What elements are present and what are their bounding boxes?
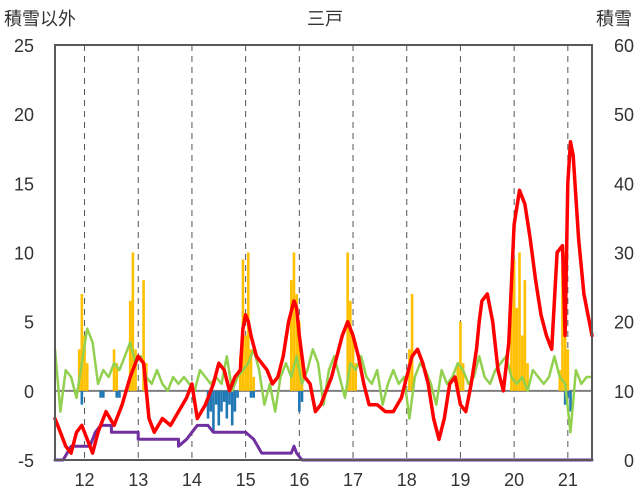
negative_bars-bar <box>569 390 572 412</box>
precipitation-bar <box>131 252 135 391</box>
y-left-tick-label: 0 <box>24 382 34 402</box>
precipitation-bar <box>354 363 358 391</box>
y-left-tick-label: 25 <box>14 36 34 56</box>
y-left-tick-labels: -5 0 5 10 15 20 25 <box>14 36 34 471</box>
negative_bars-bar <box>228 390 231 405</box>
precipitation-bar <box>566 349 570 391</box>
y-left-tick-label: 15 <box>14 174 34 194</box>
negative_bars-bar <box>225 390 229 419</box>
y-left-tick-label: -5 <box>18 451 34 471</box>
precipitation-bar <box>561 266 564 391</box>
y-right-tick-label: 0 <box>624 451 634 471</box>
precipitation-bar <box>459 321 462 391</box>
x-tick-label: 16 <box>289 470 309 490</box>
precipitation-bar <box>300 363 304 391</box>
negative_bars-bar <box>236 390 239 398</box>
precipitation-bar <box>249 349 253 391</box>
series-lines <box>53 140 594 462</box>
plot-area <box>53 44 594 462</box>
negative-bars <box>80 390 572 433</box>
y-right-tick-label: 60 <box>614 36 634 56</box>
negative_bars-bar <box>230 390 234 426</box>
precipitation-bar <box>134 349 137 391</box>
negative_bars-bar <box>298 390 301 412</box>
left-axis-title: 積雪以外 <box>4 9 76 29</box>
precipitation-bar <box>115 363 119 391</box>
negative_bars-bar <box>99 390 102 398</box>
precipitation-bar <box>456 363 460 391</box>
plot-frame <box>54 44 593 461</box>
precipitation-bar <box>515 307 519 391</box>
y-right-tick-label: 50 <box>614 105 634 125</box>
x-tick-label: 17 <box>343 470 363 490</box>
precipitation-bar <box>349 300 352 391</box>
y-right-tick-labels: 0 10 20 30 40 50 60 <box>614 36 634 471</box>
negative_bars-bar <box>217 390 221 426</box>
x-tick-label: 14 <box>182 470 202 490</box>
x-tick-label: 20 <box>504 470 524 490</box>
x-tick-label: 12 <box>75 470 95 490</box>
x-tick-label: 13 <box>128 470 148 490</box>
precipitation-bar <box>83 335 86 391</box>
precipitation-bar <box>292 252 296 391</box>
precipitation-bar <box>523 280 527 391</box>
negative_bars-bar <box>300 390 304 402</box>
precipitation-bar <box>298 321 301 391</box>
negative_bars-bar <box>209 390 213 412</box>
negative_bars-bar <box>566 390 570 398</box>
precipitation-bar <box>295 294 298 391</box>
precipitation-bar <box>518 252 521 391</box>
precipitation-bar <box>410 294 414 391</box>
precipitation-bar <box>558 370 562 391</box>
precipitation-bar <box>461 363 465 391</box>
negative_bars-bar <box>252 390 255 398</box>
chart-title: 三戸 <box>307 9 343 29</box>
precipitation-bar <box>80 294 84 391</box>
negative_bars-bar <box>80 390 84 405</box>
x-tick-label: 21 <box>558 470 578 490</box>
negative_bars-bar <box>563 390 567 405</box>
precipitation-bar <box>85 363 89 391</box>
y-right-tick-label: 40 <box>614 174 634 194</box>
precipitation-bar <box>244 335 247 391</box>
x-tick-label: 18 <box>397 470 417 490</box>
precipitation-bar <box>512 259 516 391</box>
negative_bars-bar <box>115 390 119 398</box>
negative_bars-bar <box>118 390 121 398</box>
x-tick-labels: 12 13 14 15 16 17 18 19 20 21 <box>75 470 578 490</box>
precipitation-bar <box>112 349 116 391</box>
x-tick-label: 19 <box>450 470 470 490</box>
y-right-tick-label: 20 <box>614 313 634 333</box>
y-left-tick-label: 20 <box>14 105 34 125</box>
negative_bars-bar <box>249 390 253 398</box>
negative_bars-bar <box>222 390 226 402</box>
precipitation-bar <box>351 335 355 391</box>
precipitation-bar <box>77 349 81 391</box>
temperature-line <box>53 140 594 455</box>
negative_bars-bar <box>206 390 210 419</box>
x-tick-label: 15 <box>236 470 256 490</box>
y-right-tick-label: 10 <box>614 382 634 402</box>
negative_bars-bar <box>102 390 105 398</box>
precipitation-bar <box>142 280 145 391</box>
precipitation-bar <box>510 294 513 391</box>
negative_bars-bar <box>233 390 237 412</box>
precipitation-bar <box>520 335 524 391</box>
negative_bars-bar <box>212 390 215 433</box>
negative_bars-bar <box>220 390 223 412</box>
y-right-tick-label: 30 <box>614 244 634 264</box>
right-axis-title: 積雪 <box>596 9 632 29</box>
precipitation-bar <box>252 377 255 391</box>
y-left-tick-label: 5 <box>24 313 34 333</box>
precipitation-bar <box>526 363 529 391</box>
precipitation-bar <box>289 280 293 391</box>
negative_bars-bar <box>214 390 218 405</box>
y-left-tick-label: 10 <box>14 244 34 264</box>
